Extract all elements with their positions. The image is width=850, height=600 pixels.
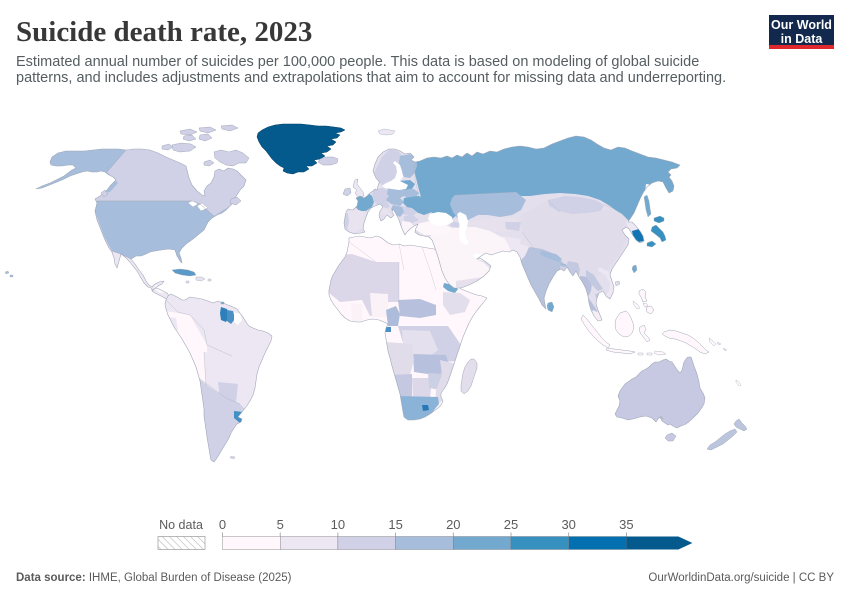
svg-text:No data: No data — [159, 518, 203, 532]
svg-text:5: 5 — [277, 517, 284, 532]
svg-text:patterns, and includes adjustm: patterns, and includes adjustments and e… — [16, 70, 726, 86]
svg-text:in Data: in Data — [781, 32, 824, 46]
svg-text:OurWorldinData.org/suicide | C: OurWorldinData.org/suicide | CC BY — [648, 572, 834, 584]
svg-text:Data source: IHME, Global Burd: Data source: IHME, Global Burden of Dise… — [16, 572, 292, 584]
svg-text:10: 10 — [331, 517, 345, 532]
svg-text:20: 20 — [446, 517, 460, 532]
svg-text:25: 25 — [504, 517, 518, 532]
svg-text:15: 15 — [388, 517, 402, 532]
svg-text:Estimated annual number of sui: Estimated annual number of suicides per … — [16, 54, 699, 70]
svg-text:Our World: Our World — [771, 18, 832, 32]
svg-text:Suicide death rate, 2023: Suicide death rate, 2023 — [16, 16, 312, 48]
svg-text:30: 30 — [561, 517, 575, 532]
svg-text:0: 0 — [219, 517, 226, 532]
svg-text:35: 35 — [619, 517, 633, 532]
